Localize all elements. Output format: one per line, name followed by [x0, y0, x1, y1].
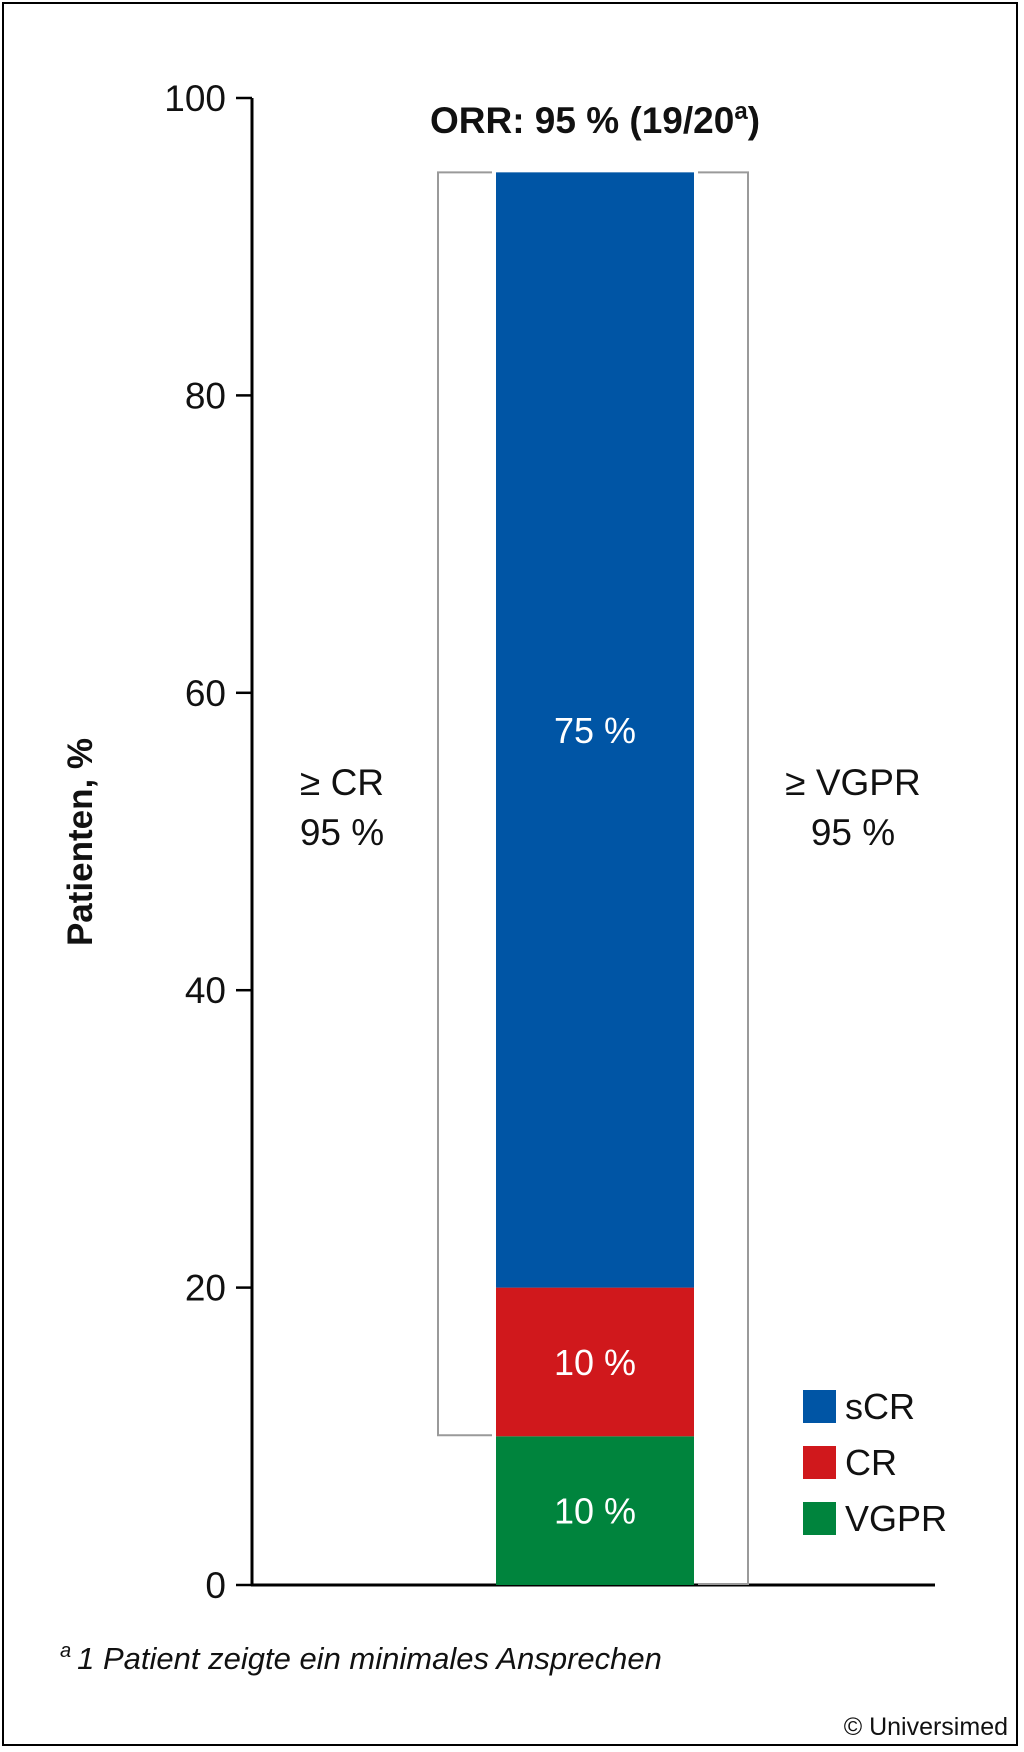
legend-swatch-cr [803, 1446, 836, 1479]
bar-segment-scr [496, 172, 694, 1288]
chart-title: ORR: 95 % (19/20a) [430, 98, 760, 141]
legend: sCR CR VGPR [803, 1386, 947, 1539]
copyright-notice: © Universimed [843, 1713, 1008, 1741]
bracket-label-right-line2: 95 % [811, 812, 895, 853]
y-tick-label: 100 [164, 78, 226, 119]
legend-label-cr: CR [845, 1442, 897, 1483]
bar-segment-cr [496, 1287, 694, 1437]
y-tick-label: 0 [205, 1565, 226, 1606]
legend-label-vgpr: VGPR [845, 1498, 947, 1539]
footnote-marker: a [60, 1640, 72, 1662]
bracket-left [437, 171, 492, 1437]
y-tick-label: 40 [185, 970, 226, 1011]
bar-segment-vgpr [496, 1436, 694, 1585]
y-axis: 0 20 40 60 80 100 Patienten, % [61, 78, 254, 1606]
title-suffix: ) [748, 100, 760, 141]
y-tick-label: 60 [185, 673, 226, 714]
legend-label-scr: sCR [845, 1386, 915, 1427]
y-tick-label: 80 [185, 375, 226, 416]
footnote-text: 1 Patient zeigte ein minimales Anspreche… [77, 1641, 662, 1676]
bracket-label-left-line1: ≥ CR [300, 762, 384, 803]
legend-swatch-scr [803, 1390, 836, 1423]
data-label-vgpr: 10 % [554, 1491, 636, 1532]
data-label-cr: 10 % [554, 1342, 636, 1383]
chart-title-text: ORR: 95 % (19/20a) [430, 98, 760, 141]
y-axis-label: Patienten, % [61, 738, 100, 946]
bracket-label-right-line1: ≥ VGPR [785, 762, 920, 803]
brackets: ≥ CR 95 % ≥ VGPR 95 % [300, 171, 921, 1585]
title-main: ORR: 95 % (19/20 [430, 100, 734, 141]
legend-swatch-vgpr [803, 1502, 836, 1535]
bars: 10 % 10 % 75 % [496, 172, 694, 1585]
bracket-label-left-line2: 95 % [300, 812, 384, 853]
y-tick-label: 20 [185, 1268, 226, 1309]
title-superscript: a [734, 98, 748, 125]
data-label-scr: 75 % [554, 710, 636, 751]
bracket-right [698, 171, 749, 1585]
